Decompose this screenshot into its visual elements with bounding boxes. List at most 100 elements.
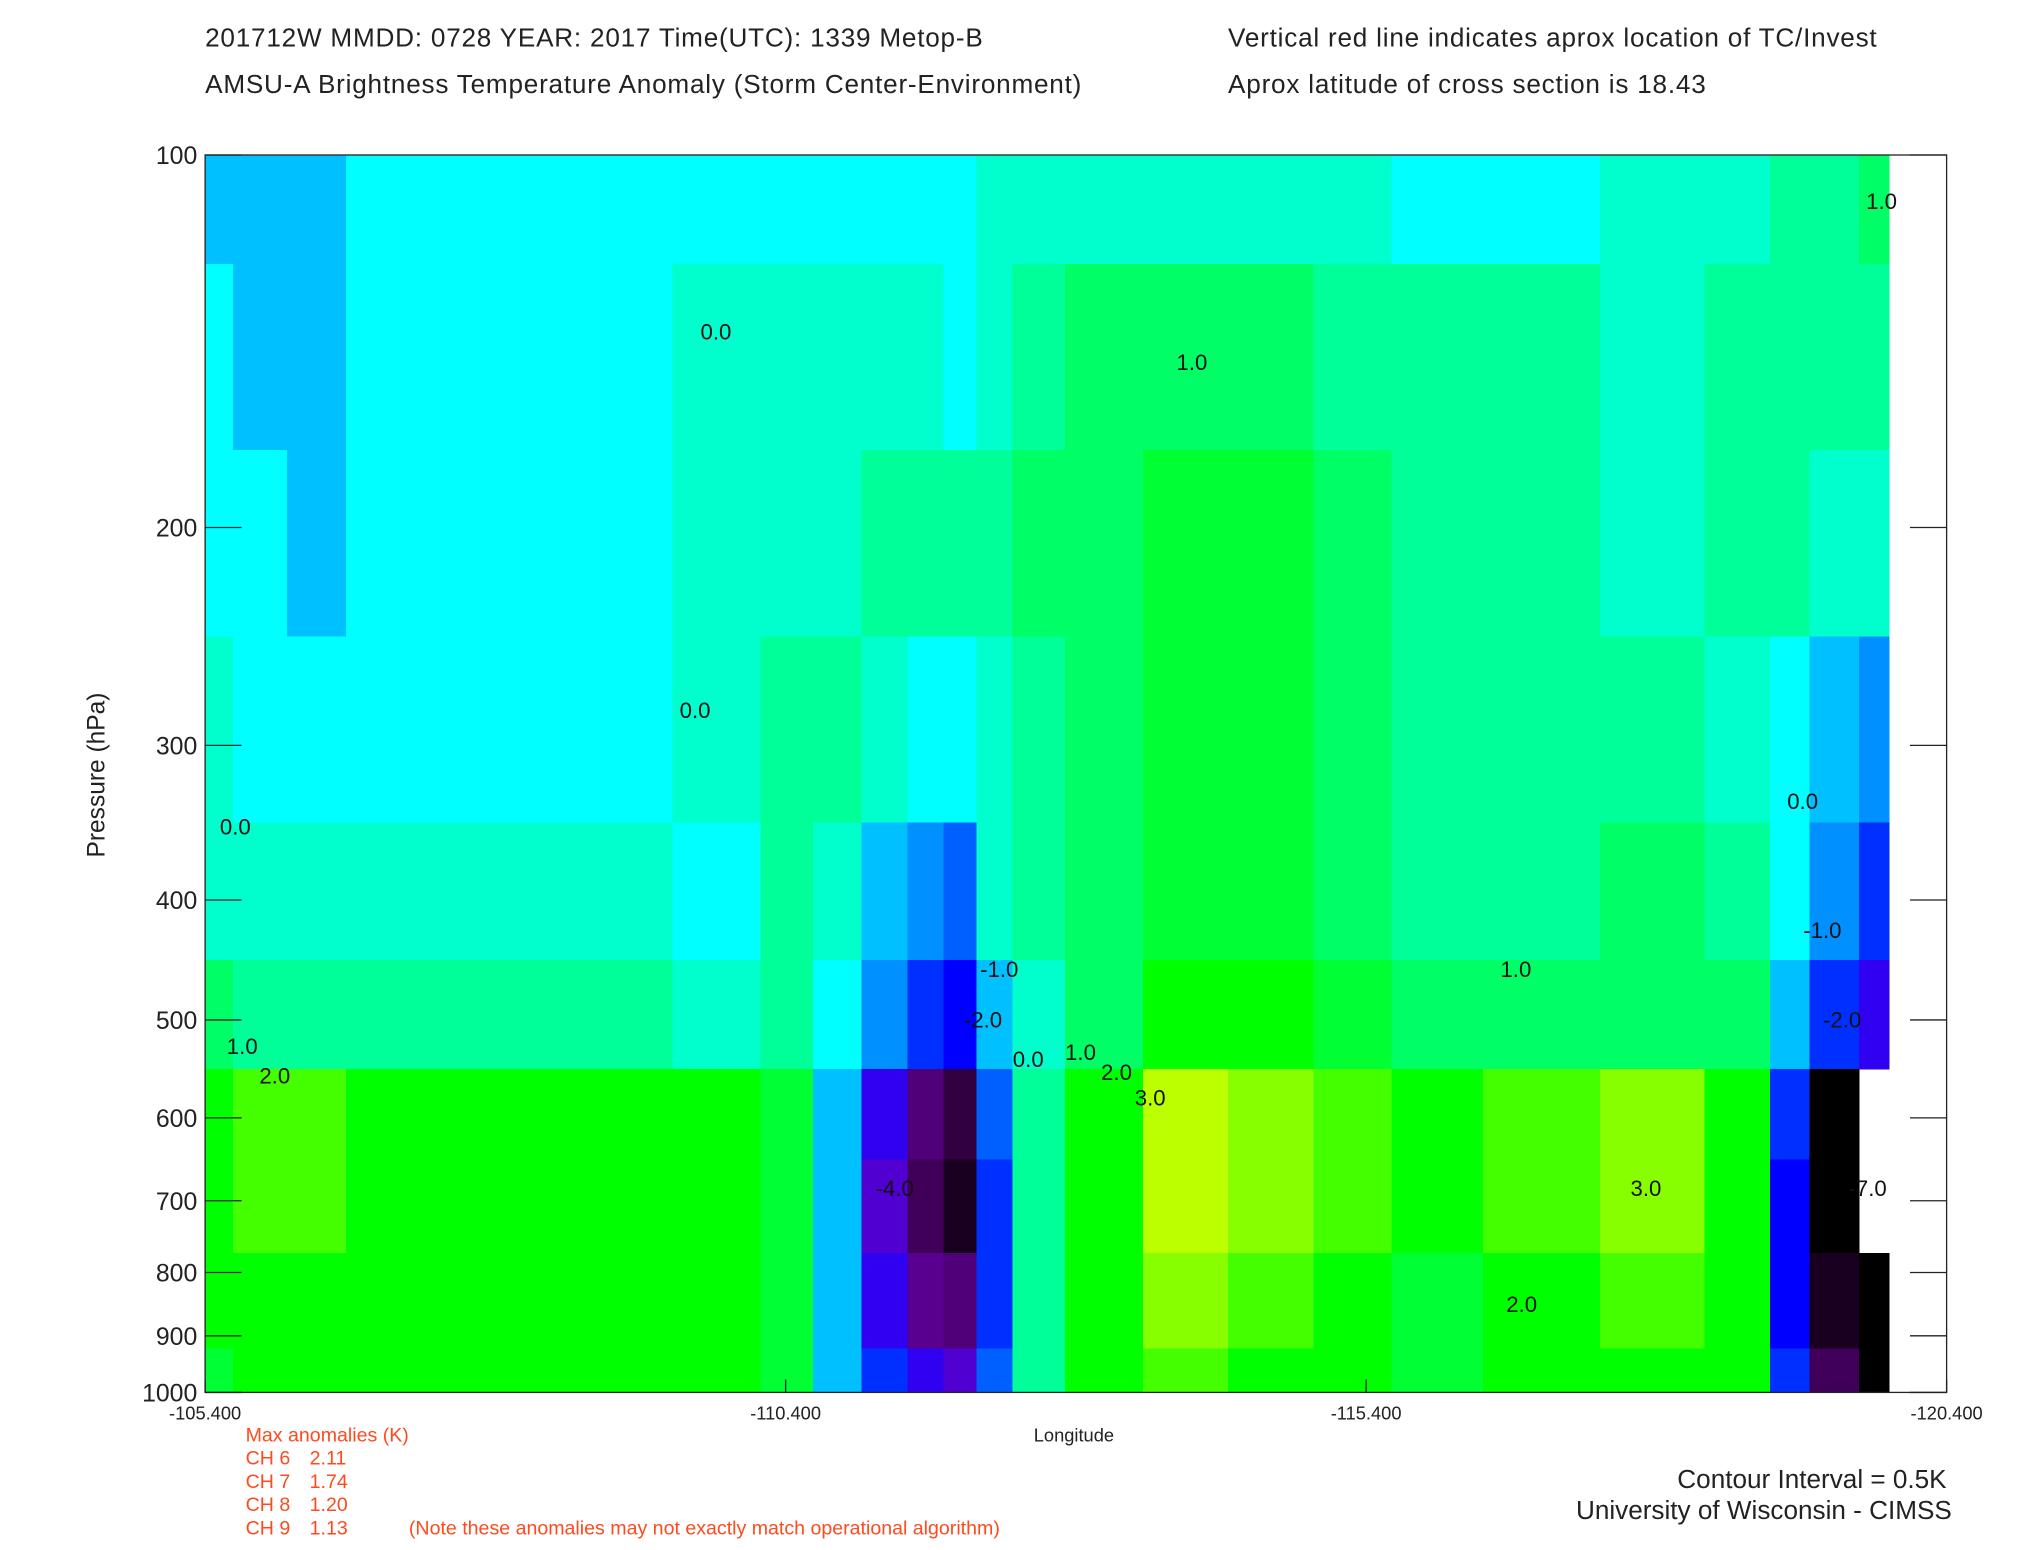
- cell: [760, 1252, 814, 1350]
- cell: [437, 822, 556, 961]
- note-line: Aprox latitude of cross section is 18.43: [1228, 69, 1706, 99]
- cell: [346, 450, 439, 638]
- cell: [1227, 1159, 1315, 1254]
- cell: [554, 1159, 674, 1254]
- cell: [1391, 1159, 1484, 1254]
- cell: [205, 1348, 234, 1394]
- cell: [232, 959, 288, 1070]
- cell: [1313, 636, 1393, 824]
- y-tick-label: 300: [156, 734, 197, 761]
- x-tick-label: -120.400: [1911, 1404, 1983, 1424]
- cell: [976, 263, 1014, 451]
- cell: [976, 1159, 1014, 1254]
- cell: [1227, 155, 1315, 265]
- cell: [1313, 1068, 1393, 1161]
- cell: [205, 636, 234, 824]
- cell: [943, 822, 978, 961]
- cell: [1858, 1252, 1890, 1350]
- cell: [1391, 263, 1484, 451]
- cell: [1809, 263, 1860, 451]
- cell: [812, 959, 863, 1070]
- cell: [1482, 1159, 1601, 1254]
- y-tick-label: 100: [156, 143, 197, 170]
- cell: [1482, 1252, 1601, 1350]
- cell: [976, 1348, 1014, 1394]
- contour-label: 1.0: [227, 1034, 258, 1059]
- cell: [812, 263, 863, 451]
- cell: [907, 636, 945, 824]
- cell: [1064, 1348, 1144, 1394]
- cell: [1391, 155, 1484, 265]
- cell: [437, 263, 556, 451]
- cell: [1313, 1159, 1393, 1254]
- cell: [943, 636, 978, 824]
- y-tick-label: 200: [156, 516, 197, 543]
- cell: [1770, 822, 1811, 961]
- cell: [1012, 1068, 1066, 1161]
- cell: [1858, 1348, 1890, 1394]
- cell: [861, 1159, 909, 1254]
- cell: [1391, 1068, 1484, 1161]
- anomaly-value: 1.20: [310, 1494, 348, 1516]
- cell: [1809, 822, 1860, 961]
- x-tick-label: -105.400: [169, 1404, 241, 1424]
- title-line: AMSU-A Brightness Temperature Anomaly (S…: [205, 69, 1082, 99]
- cell: [1600, 636, 1706, 824]
- cell: [812, 822, 863, 961]
- cell: [232, 155, 288, 265]
- cell: [1704, 450, 1771, 638]
- cell: [1770, 1159, 1811, 1254]
- contour-label: -2.0: [1823, 1008, 1861, 1033]
- y-tick-label: 800: [156, 1261, 197, 1288]
- cell: [1143, 1068, 1229, 1161]
- contour-label: -1.0: [980, 957, 1018, 982]
- anomaly-channel: CH 6: [246, 1448, 291, 1470]
- cell: [437, 1252, 556, 1350]
- anomaly-channel: CH 8: [246, 1494, 291, 1516]
- cell: [1012, 822, 1066, 961]
- cell: [346, 263, 439, 451]
- cell: [672, 1252, 762, 1350]
- cell: [1858, 959, 1890, 1070]
- footer-line: University of Wisconsin - CIMSS: [1576, 1495, 1952, 1525]
- cell: [437, 450, 556, 638]
- cell: [1391, 1348, 1484, 1394]
- y-axis-label: Pressure (hPa): [83, 693, 110, 858]
- cell: [760, 155, 814, 265]
- contour-label: 2.0: [259, 1064, 290, 1089]
- cell: [1012, 959, 1066, 1070]
- cell: [1600, 822, 1706, 961]
- cell: [554, 263, 674, 451]
- contour-label: 3.0: [1135, 1086, 1166, 1111]
- cell: [232, 1348, 288, 1394]
- cell: [205, 155, 234, 265]
- anomaly-value: 1.13: [310, 1518, 348, 1540]
- cell: [1809, 1252, 1860, 1350]
- cell: [1770, 959, 1811, 1070]
- anomaly-channel: CH 9: [246, 1518, 291, 1540]
- cell: [1143, 155, 1229, 265]
- cell: [976, 822, 1014, 961]
- contour-label: 3.0: [1630, 1176, 1661, 1201]
- cell: [1600, 1068, 1706, 1161]
- cell: [1482, 959, 1601, 1070]
- cell: [1858, 636, 1890, 824]
- cell: [1600, 959, 1706, 1070]
- cell: [1858, 155, 1890, 265]
- cell: [286, 822, 347, 961]
- cell: [943, 1068, 978, 1161]
- cell: [812, 1159, 863, 1254]
- cell: [1809, 155, 1860, 265]
- contour-label: 0.0: [701, 320, 732, 345]
- cell: [672, 1348, 762, 1394]
- cell: [1482, 155, 1601, 265]
- footer-line: Contour Interval = 0.5K: [1677, 1464, 1947, 1494]
- cell: [861, 1252, 909, 1350]
- cell: [232, 636, 288, 824]
- cell: [1600, 450, 1706, 638]
- cell: [1770, 450, 1811, 638]
- y-tick-label: 1000: [142, 1381, 197, 1408]
- contour-label: -7.0: [1849, 1176, 1887, 1201]
- cell: [1391, 450, 1484, 638]
- cell: [232, 1252, 288, 1350]
